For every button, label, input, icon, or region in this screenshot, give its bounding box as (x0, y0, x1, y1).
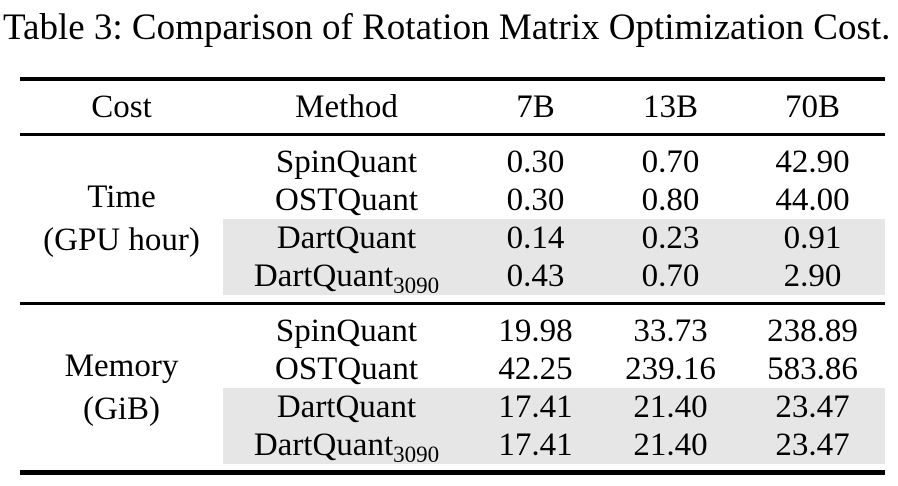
table-top-rule (20, 77, 885, 81)
cost-label-time: Time (GPU hour) (20, 136, 223, 302)
cell-70b: 23.47 (775, 388, 850, 425)
table-row-highlighted: DartQuant 0.14 0.23 0.91 (223, 219, 885, 257)
cell-7b: 42.25 (498, 350, 573, 387)
table-row: OSTQuant 0.30 0.80 44.00 (223, 181, 885, 219)
cell-70b: 583.86 (767, 350, 858, 387)
header-divider-rule (20, 133, 885, 136)
cost-label-line1: Time (87, 179, 156, 215)
cost-label-line2: (GiB) (83, 390, 160, 427)
cell-13b: 33.73 (633, 312, 708, 349)
cost-label-line1: Memory (64, 347, 179, 384)
method-name: SpinQuant (275, 143, 418, 180)
cell-method: DartQuant (223, 388, 470, 425)
cell-method: OSTQuant (223, 181, 470, 218)
cell-method: DartQuant3090 (223, 257, 470, 297)
cell-7b: 19.98 (498, 312, 573, 349)
cell-70b: 23.47 (775, 426, 850, 463)
table-row: OSTQuant 42.25 239.16 583.86 (223, 350, 885, 388)
cell-70b: 0.91 (783, 219, 842, 256)
column-header-method: Method (295, 88, 398, 125)
section-time: Time (GPU hour) SpinQuant 0.30 0.70 42.9… (20, 136, 885, 302)
cell-70b: 44.00 (775, 181, 850, 218)
cell-method: SpinQuant (223, 312, 470, 349)
column-header-cost: Cost (91, 88, 152, 125)
table-header-row: Cost Method 7B 13B 70B (20, 81, 885, 133)
cell-13b: 239.16 (625, 350, 716, 387)
method-name: SpinQuant (275, 312, 418, 349)
cell-70b: 42.90 (775, 143, 850, 180)
section-time-rows: SpinQuant 0.30 0.70 42.90 OSTQuant 0.30 … (223, 136, 885, 302)
method-name: DartQuant (253, 257, 394, 294)
column-header-13b: 13B (642, 88, 698, 125)
table-row-highlighted: DartQuant3090 0.43 0.70 2.90 (223, 257, 885, 297)
cell-70b: 2.90 (783, 257, 842, 294)
method-name: OSTQuant (275, 350, 418, 387)
cost-label-memory: Memory (GiB) (20, 305, 223, 470)
method-subscript: 3090 (393, 441, 440, 467)
cell-13b: 0.23 (641, 219, 700, 256)
section-memory-rows: SpinQuant 19.98 33.73 238.89 OSTQuant 42… (223, 305, 885, 470)
cell-method: DartQuant (223, 219, 470, 256)
cell-13b: 0.70 (641, 143, 700, 180)
table-row-highlighted: DartQuant3090 17.41 21.40 23.47 (223, 426, 885, 466)
table-row: SpinQuant 0.30 0.70 42.90 (223, 143, 885, 181)
cell-7b: 0.30 (506, 143, 565, 180)
cell-13b: 0.80 (641, 181, 700, 218)
cell-7b: 0.43 (506, 257, 565, 294)
cell-7b: 0.30 (506, 181, 565, 218)
table-bottom-rule (20, 470, 885, 475)
table-row: SpinQuant 19.98 33.73 238.89 (223, 312, 885, 350)
cell-70b: 238.89 (767, 312, 858, 349)
cell-method: DartQuant3090 (223, 426, 470, 466)
table-row-highlighted: DartQuant 17.41 21.40 23.47 (223, 388, 885, 426)
column-header-70b: 70B (784, 88, 840, 125)
method-name: DartQuant (253, 426, 394, 463)
cell-method: SpinQuant (223, 143, 470, 180)
cell-7b: 17.41 (498, 388, 573, 425)
method-name: OSTQuant (275, 181, 418, 218)
section-memory: Memory (GiB) SpinQuant 19.98 33.73 238.8… (20, 305, 885, 470)
method-name: DartQuant (276, 388, 417, 425)
cell-13b: 21.40 (633, 388, 708, 425)
cell-method: OSTQuant (223, 350, 470, 387)
column-header-7b: 7B (516, 88, 555, 125)
cell-7b: 17.41 (498, 426, 573, 463)
section-divider-rule (20, 302, 885, 305)
comparison-table: Cost Method 7B 13B 70B Time (GPU hour) S… (20, 77, 885, 475)
cell-13b: 21.40 (633, 426, 708, 463)
table-caption: Table 3: Comparison of Rotation Matrix O… (3, 7, 891, 48)
method-name: DartQuant (276, 219, 417, 256)
method-subscript: 3090 (393, 272, 440, 298)
cell-13b: 0.70 (641, 257, 700, 294)
cell-7b: 0.14 (506, 219, 565, 256)
cost-label-line2: (GPU hour) (43, 222, 200, 258)
